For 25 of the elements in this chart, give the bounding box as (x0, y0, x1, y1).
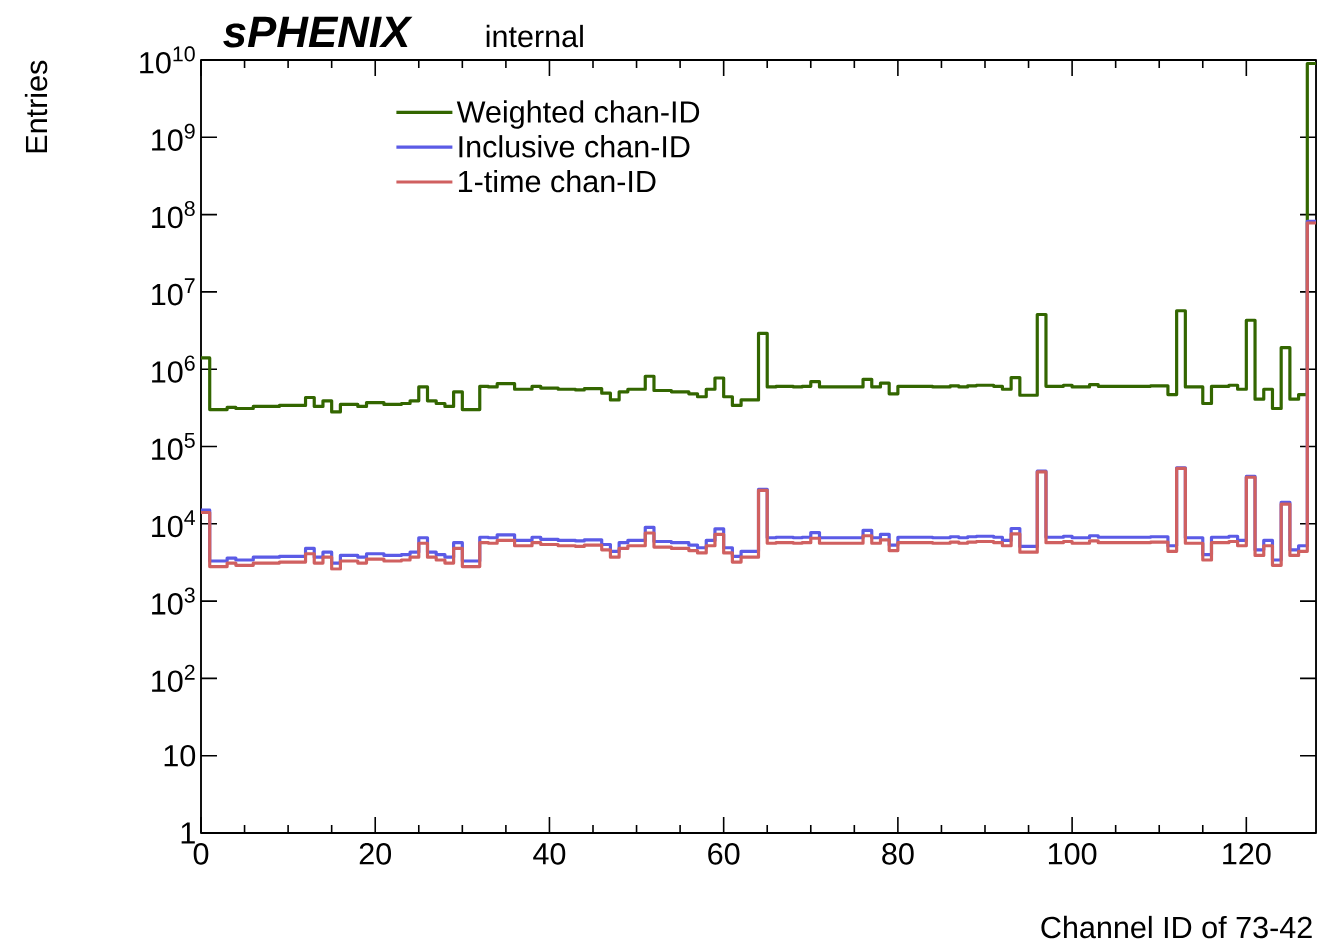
y-tick-label: 10$^{7}$ (152, 278, 195, 306)
chart-title: sPHENIX (223, 16, 413, 48)
x-tick-label: 0 (193, 843, 209, 865)
y-tick-label: 10$^{8}$ (152, 200, 195, 229)
legend-label: 1-time chan-ID (458, 169, 656, 193)
x-tick-label: 100 (1048, 843, 1097, 865)
y-axis-title: Entries (24, 60, 48, 153)
y-tick-label: 10$^{9}$ (152, 123, 195, 151)
x-tick-label: 20 (359, 843, 392, 865)
x-tick-label: 60 (708, 843, 740, 865)
y-tick-label: 10$^{3}$ (152, 587, 195, 615)
y-tick-label: 10$^{4}$ (152, 510, 196, 538)
legend-label: Inclusive chan-ID (459, 135, 690, 158)
x-tick-label: 120 (1223, 843, 1271, 865)
y-tick-label: 10$^{10}$ (140, 46, 195, 74)
y-tick-label: 10$^{6}$ (152, 355, 195, 383)
y-tick-label: 10$^{2}$ (152, 664, 195, 692)
legend-label: Weighted chan-ID (456, 100, 700, 129)
y-tick-label: 10$^{5}$ (152, 432, 195, 460)
x-tick-label: 80 (882, 843, 914, 865)
y-tick-label: 10 (164, 744, 196, 767)
chart-subtitle: internal (486, 24, 583, 48)
x-axis-title: Channel ID of 73-42 (1041, 915, 1312, 939)
x-tick-label: 40 (533, 843, 566, 865)
y-tick-label: 1 (181, 822, 195, 844)
